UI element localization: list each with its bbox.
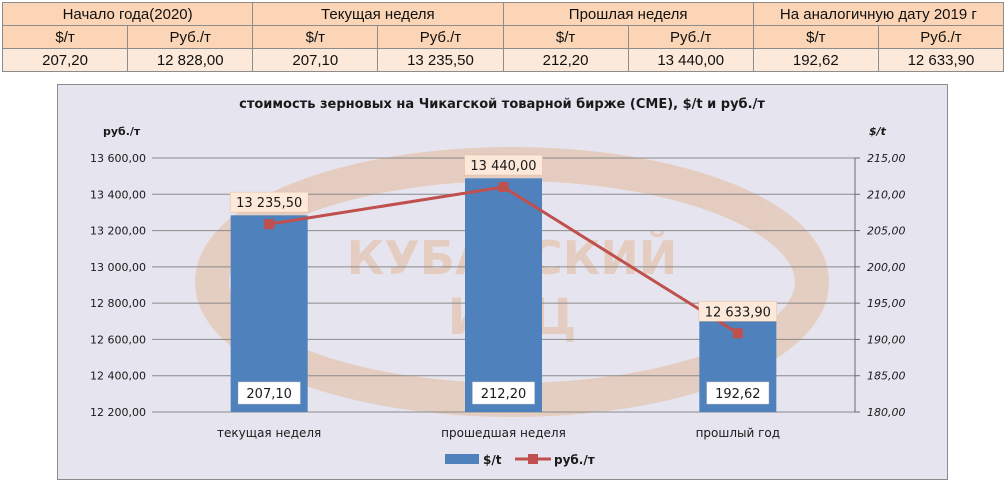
right-tick-label: 195,00: [867, 297, 906, 310]
right-tick-label: 215,00: [867, 152, 906, 165]
category-label: текущая неделя: [217, 426, 321, 440]
legend-bar-label: $/t: [483, 453, 502, 467]
unit-cell: Руб./т: [127, 25, 254, 49]
value-cell: 207,20: [1, 48, 129, 72]
unit-cell: Руб./т: [877, 25, 1005, 49]
left-tick-label: 12 600,00: [90, 333, 146, 346]
bar: [230, 215, 308, 412]
unit-cell: $/т: [1, 25, 129, 49]
right-axis-label: $/t: [869, 125, 887, 138]
bar-label-box: [237, 381, 301, 405]
legend-line-label: руб./т: [554, 453, 595, 467]
value-cell: 13 235,50: [377, 48, 504, 72]
left-tick-label: 13 200,00: [90, 225, 146, 238]
table-units-row: $/т Руб./т $/т Руб./т $/т Руб./т $/т Руб…: [1, 25, 1005, 49]
header-same-date-2019: На аналогичную дату 2019 г: [752, 2, 1005, 26]
unit-cell: $/т: [252, 25, 379, 49]
value-cell: 192,62: [752, 48, 879, 72]
header-year-start: Начало года(2020): [1, 2, 254, 26]
line-label-box: [698, 301, 778, 322]
line-data-label: 13 440,00: [470, 159, 536, 174]
right-tick-label: 190,00: [867, 333, 906, 346]
left-tick-label: 12 200,00: [90, 406, 146, 419]
right-tick-label: 205,00: [867, 225, 906, 238]
line-marker: [498, 182, 509, 193]
category-label: прошедшая неделя: [441, 426, 566, 440]
bar-data-label: 212,20: [481, 387, 527, 402]
chart-title: стоимость зерновых на Чикагской товарной…: [239, 97, 765, 112]
value-cell: 207,10: [252, 48, 379, 72]
unit-cell: Руб./т: [627, 25, 754, 49]
left-tick-label: 12 800,00: [90, 297, 146, 310]
right-tick-label: 210,00: [867, 188, 906, 201]
value-cell: 212,20: [502, 48, 629, 72]
price-table: Начало года(2020) Текущая неделя Прошлая…: [1, 2, 1005, 72]
bar-label-box: [706, 381, 770, 405]
unit-cell: $/т: [752, 25, 879, 49]
line-label-box: [229, 191, 309, 213]
legend-line-marker: [528, 454, 538, 464]
chart-container: КУБАНСКИЙИКЦстоимость зерновых на Чикагс…: [57, 84, 948, 480]
bar-data-label: 207,10: [246, 387, 292, 402]
header-current-week: Текущая неделя: [252, 2, 504, 26]
line-marker: [732, 328, 743, 339]
right-tick-label: 180,00: [867, 406, 906, 419]
left-tick-label: 13 600,00: [90, 152, 146, 165]
value-cell: 12 828,00: [127, 48, 254, 72]
line-label-box: [464, 154, 543, 176]
right-tick-label: 200,00: [867, 261, 906, 274]
left-axis-label: руб./т: [103, 125, 141, 138]
line-data-label: 12 633,90: [705, 305, 771, 320]
header-last-week: Прошлая неделя: [502, 2, 754, 26]
value-cell: 12 633,90: [877, 48, 1005, 72]
left-tick-label: 13 000,00: [90, 261, 146, 274]
unit-cell: Руб./т: [377, 25, 504, 49]
left-tick-label: 12 400,00: [90, 370, 146, 383]
legend-bar-swatch: [445, 454, 479, 464]
line-marker: [264, 219, 275, 230]
right-tick-label: 185,00: [867, 370, 906, 383]
left-tick-label: 13 400,00: [90, 188, 146, 201]
bar-label-box: [472, 381, 535, 405]
bar-data-label: 192,62: [715, 387, 761, 402]
table-header-row: Начало года(2020) Текущая неделя Прошлая…: [1, 2, 1005, 26]
line-data-label: 13 235,50: [236, 196, 302, 211]
bar: [465, 178, 542, 412]
table-values-row: 207,20 12 828,00 207,10 13 235,50 212,20…: [1, 48, 1005, 72]
category-label: прошлый год: [696, 426, 781, 440]
value-cell: 13 440,00: [627, 48, 754, 72]
combo-chart: КУБАНСКИЙИКЦстоимость зерновых на Чикагс…: [57, 84, 948, 480]
unit-cell: $/т: [502, 25, 629, 49]
